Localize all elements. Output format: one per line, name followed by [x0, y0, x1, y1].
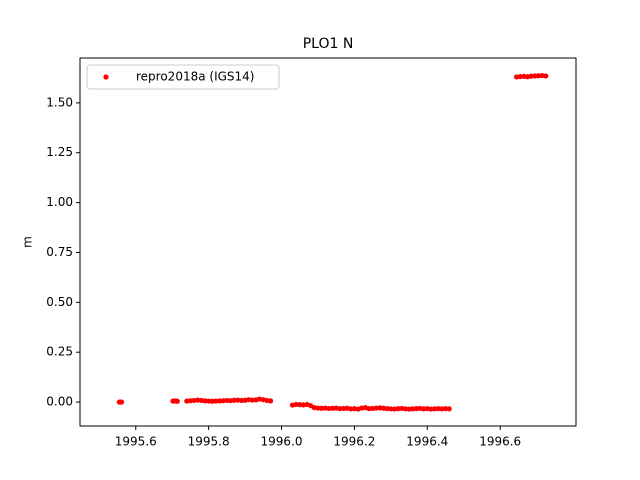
chart-title: PLO1 N [303, 36, 354, 52]
y-tick-label: 1.25 [46, 145, 73, 159]
y-tick-label: 0.75 [46, 245, 73, 259]
data-point [446, 406, 452, 412]
y-tick-label: 0.25 [46, 345, 73, 359]
data-point [174, 398, 180, 404]
x-tick-label: 1996.2 [333, 435, 375, 449]
x-tick-label: 1996.4 [406, 435, 448, 449]
data-point [268, 398, 274, 404]
plot-area [116, 72, 549, 412]
legend-label: repro2018a (IGS14) [136, 70, 254, 84]
y-tick-label: 1.50 [46, 95, 73, 109]
data-point [543, 73, 549, 79]
x-tick-label: 1996.6 [479, 435, 521, 449]
x-tick-label: 1995.8 [188, 435, 230, 449]
legend-marker [103, 74, 109, 80]
y-tick-label: 1.00 [46, 195, 73, 209]
x-tick-label: 1996.0 [261, 435, 303, 449]
data-point [118, 399, 125, 405]
y-tick-label: 0.00 [46, 395, 73, 409]
x-tick-label: 1995.6 [115, 435, 157, 449]
y-tick-label: 0.50 [46, 295, 73, 309]
axes-frame [79, 57, 577, 427]
legend-box [86, 64, 280, 90]
y-axis-label: m [21, 236, 35, 248]
legend: repro2018a (IGS14) [86, 64, 280, 90]
